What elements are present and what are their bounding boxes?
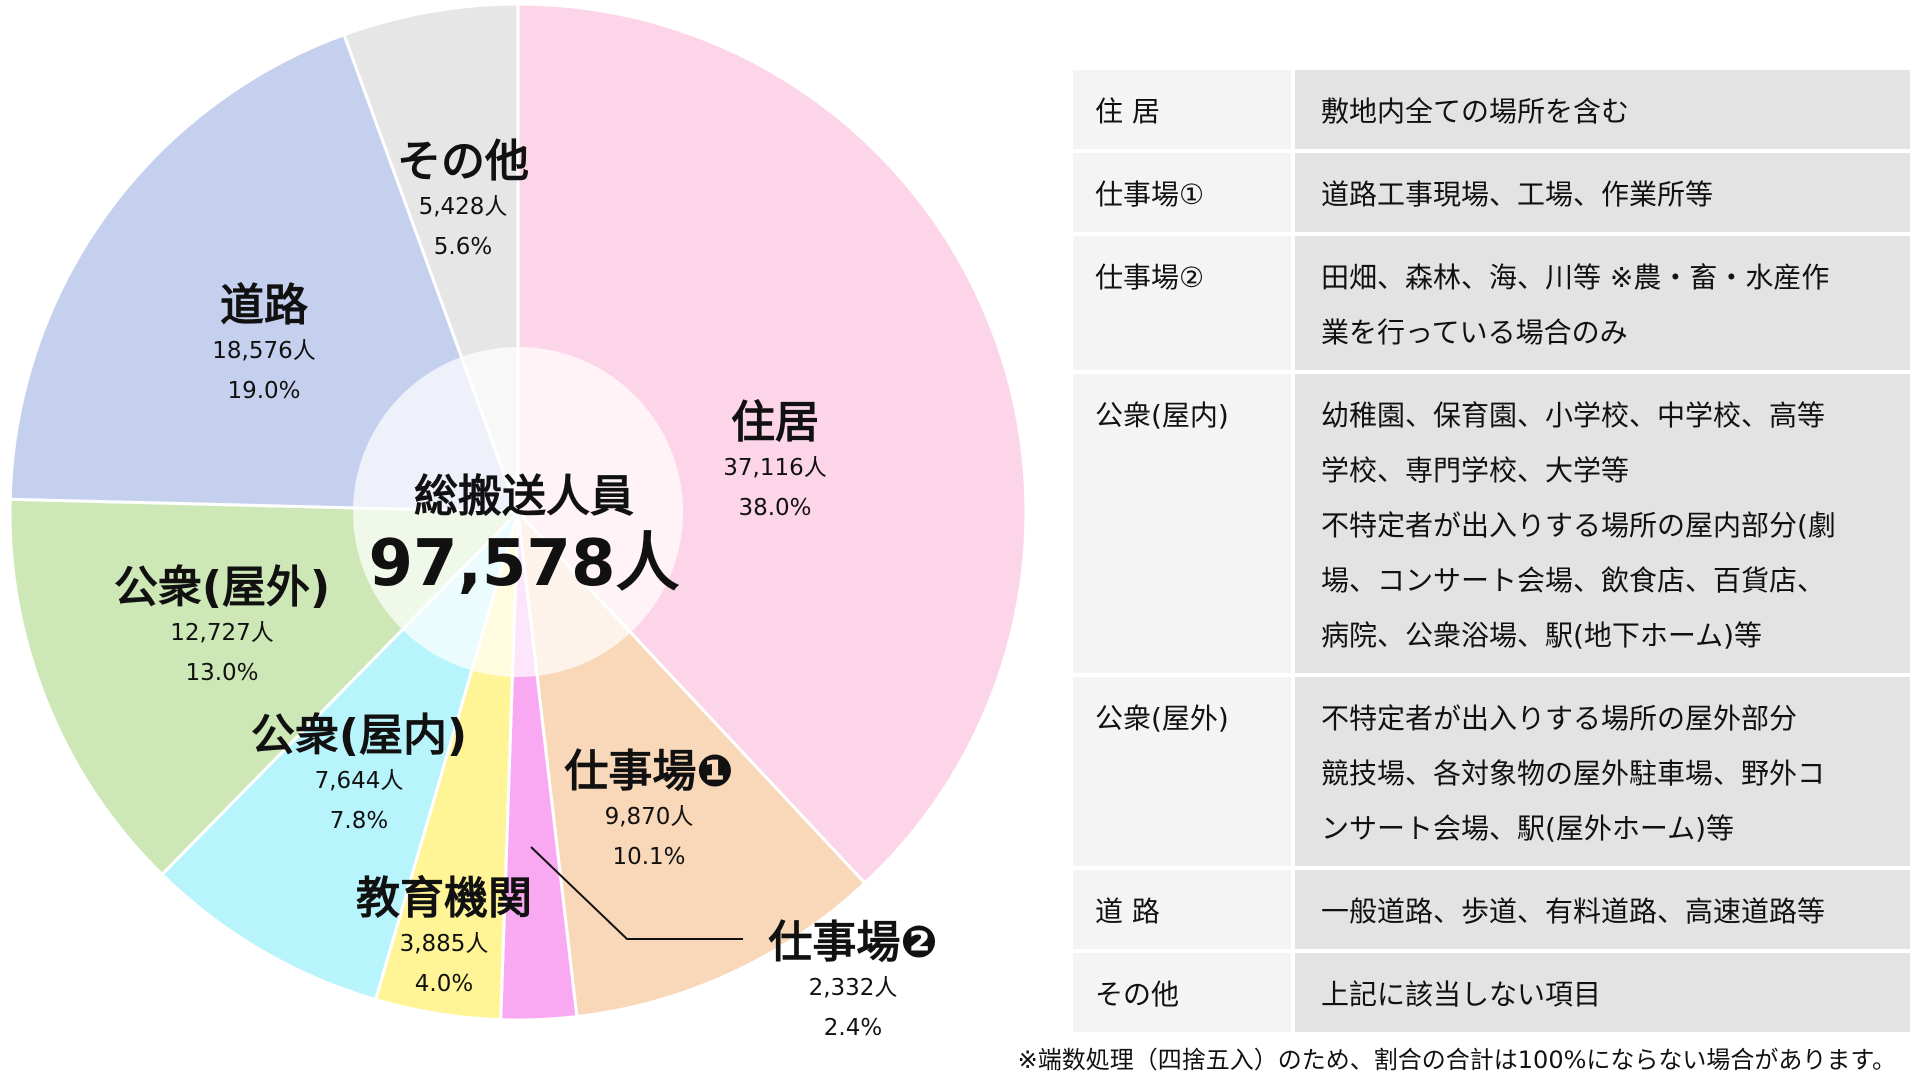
row-key: 公衆(屋内) xyxy=(1073,372,1295,677)
center-circle xyxy=(353,347,683,677)
center-title-text: 総搬送人員 xyxy=(414,471,634,522)
slice-count: 5,428人 xyxy=(418,194,508,220)
row-desc-line: 業を行っている場合のみ xyxy=(1321,316,1628,349)
row-desc-line: 学校、専門学校、大学等 xyxy=(1321,454,1630,487)
slice-label: 教育機関 xyxy=(356,873,532,924)
row-desc: 不特定者が出入りする場所の屋外部分 競技場、各対象物の屋外駐車場、野外コ ンサート会… xyxy=(1293,675,1910,870)
pie-slice-0 xyxy=(516,2,1028,886)
pie-slice-6 xyxy=(8,32,521,514)
slice-label: 住居 xyxy=(731,397,819,448)
slice-label: 公衆(屋外) xyxy=(113,562,331,613)
row-desc: 田畑、森林、海、川等 ※農・畜・水産作 業を行っている場合のみ xyxy=(1293,234,1910,374)
row-desc-line: ンサート会場、駅(屋外ホーム)等 xyxy=(1321,812,1735,845)
slice-count: 37,116人 xyxy=(723,455,827,481)
slice-percent: 10.1% xyxy=(612,844,686,870)
table-row: 公衆(屋外) 不特定者が出入りする場所の屋外部分 競技場、各対象物の屋外駐車場、野外… xyxy=(1073,675,1910,870)
slice-label: 仕事場❶ xyxy=(564,746,734,797)
center-title: 総搬送人員 xyxy=(414,460,634,524)
row-desc: 道路工事現場、工場、作業所等 xyxy=(1293,151,1910,236)
row-key: 道 路 xyxy=(1073,868,1295,953)
table-row: 道 路一般道路、歩道、有料道路、高速道路等 xyxy=(1073,868,1910,953)
table-row: 公衆(屋内) 幼稚園、保育園、小学校、中学校、高等 学校、専門学校、大学等 不特定者が… xyxy=(1073,372,1910,677)
slice-count: 18,576人 xyxy=(212,338,316,364)
row-desc-line: 病院、公衆浴場、駅(地下ホーム)等 xyxy=(1321,619,1763,652)
row-desc-line: 不特定者が出入りする場所の屋内部分(劇 xyxy=(1321,509,1836,542)
table-row: 住 居敷地内全ての場所を含む xyxy=(1073,70,1910,153)
row-desc-line: 一般道路、歩道、有料道路、高速道路等 xyxy=(1321,895,1826,928)
table-row: 仕事場② 田畑、森林、海、川等 ※農・畜・水産作 業を行っている場合のみ xyxy=(1073,234,1910,374)
row-desc: 敷地内全ての場所を含む xyxy=(1293,70,1910,153)
slice-percent: 19.0% xyxy=(227,378,301,404)
row-key: 仕事場① xyxy=(1073,151,1295,236)
slice-count: 12,727人 xyxy=(170,620,274,646)
row-desc-line: 場、コンサート会場、飲食店、百貨店、 xyxy=(1321,564,1826,597)
row-desc-line: 競技場、各対象物の屋外駐車場、野外コ xyxy=(1321,757,1826,790)
slice-percent: 5.6% xyxy=(433,234,493,260)
row-desc-line: 幼稚園、保育園、小学校、中学校、高等 xyxy=(1321,399,1826,432)
row-desc-line: 不特定者が出入りする場所の屋外部分 xyxy=(1321,702,1798,735)
slice-count: 9,870人 xyxy=(604,804,694,830)
row-key: その他 xyxy=(1073,951,1295,1036)
footnote: ※端数処理（四捨五入）のため、割合の合計は100%にならない場合があります。 xyxy=(1017,1046,1896,1074)
row-desc-line: 道路工事現場、工場、作業所等 xyxy=(1321,178,1714,211)
row-key: 仕事場② xyxy=(1073,234,1295,374)
pie-chart xyxy=(8,2,1028,1022)
row-desc-line: 上記に該当しない項目 xyxy=(1321,978,1602,1011)
slice-percent: 7.8% xyxy=(329,808,389,834)
row-desc: 一般道路、歩道、有料道路、高速道路等 xyxy=(1293,868,1910,953)
row-key: 公衆(屋外) xyxy=(1073,675,1295,870)
center-total: 97,578人 xyxy=(369,512,680,604)
table-row: その他 上記に該当しない項目 xyxy=(1073,951,1910,1036)
row-desc-line: 田畑、森林、海、川等 ※農・畜・水産作 xyxy=(1321,261,1830,294)
slice-label: 道路 xyxy=(220,280,308,331)
slice-label: 公衆(屋内) xyxy=(250,710,468,761)
row-key: 住 居 xyxy=(1073,70,1295,153)
row-desc-line: 敷地内全ての場所を含む xyxy=(1321,95,1630,128)
slice-percent: 38.0% xyxy=(738,495,812,521)
center-total-text: 97,578人 xyxy=(368,527,680,601)
slice-count: 3,885人 xyxy=(399,931,489,957)
slice-percent: 13.0% xyxy=(185,660,259,686)
slice-percent: 2.4% xyxy=(823,1015,883,1041)
slice-percent: 4.0% xyxy=(414,971,474,997)
slice-count: 7,644人 xyxy=(314,768,404,794)
row-desc: 幼稚園、保育園、小学校、中学校、高等 学校、専門学校、大学等不特定者が出入りする場… xyxy=(1293,372,1910,677)
slice-label: 仕事場❷ xyxy=(768,917,938,968)
slice-count: 2,332人 xyxy=(808,975,898,1001)
legend-table: 住 居敷地内全ての場所を含む 仕事場① 道路工事現場、工場、作業所等 仕事場② 田畑、森… xyxy=(1073,70,1910,1036)
row-desc: 上記に該当しない項目 xyxy=(1293,951,1910,1036)
table-row: 仕事場① 道路工事現場、工場、作業所等 xyxy=(1073,151,1910,236)
leader-line xyxy=(530,846,743,940)
slice-label: その他 xyxy=(397,136,529,187)
